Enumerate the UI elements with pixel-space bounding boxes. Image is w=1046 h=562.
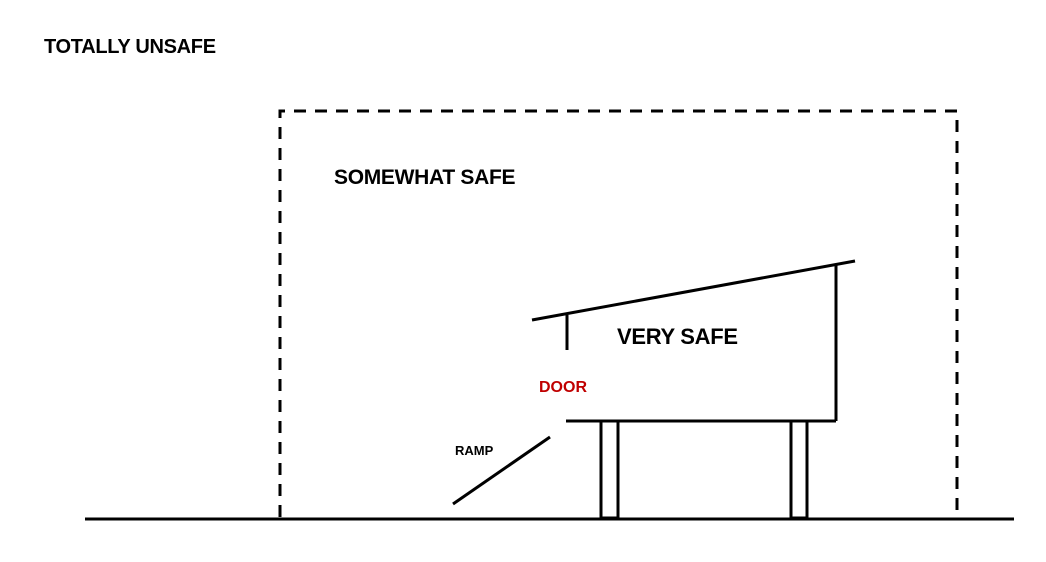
coop-front-leg [599,419,620,520]
somewhat-safe-label: SOMEWHAT SAFE [334,166,516,189]
coop-roof [531,259,856,322]
door-label: DOOR [539,379,587,396]
ramp-line [452,435,551,506]
ramp-label: RAMP [455,443,494,458]
coop-back-leg [789,419,809,520]
somewhat-safe-boundary [278,109,959,517]
very-safe-label: VERY SAFE [617,324,738,349]
totally-unsafe-label: TOTALLY UNSAFE [44,36,216,58]
